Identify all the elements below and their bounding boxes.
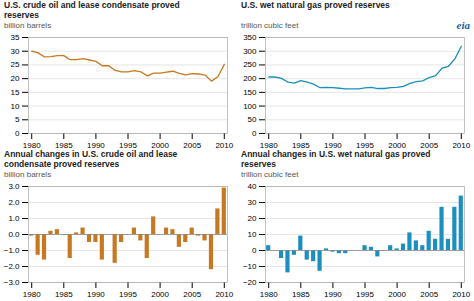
svg-text:2000: 2000: [151, 290, 169, 298]
svg-text:1980: 1980: [260, 141, 278, 149]
svg-text:100: 100: [243, 102, 257, 111]
svg-text:2000: 2000: [388, 290, 406, 298]
svg-text:5: 5: [15, 115, 20, 124]
svg-text:1990: 1990: [87, 290, 105, 298]
svg-text:1995: 1995: [356, 290, 374, 298]
svg-text:−1.0: −1.0: [4, 246, 20, 255]
svg-text:−10: −10: [243, 262, 257, 271]
svg-text:40: 40: [248, 182, 257, 191]
svg-text:1990: 1990: [87, 141, 105, 149]
svg-text:30: 30: [11, 47, 20, 56]
svg-text:2010: 2010: [452, 141, 470, 149]
svg-text:1995: 1995: [119, 141, 137, 149]
svg-text:2000: 2000: [388, 141, 406, 149]
svg-text:2.0: 2.0: [8, 198, 20, 207]
html-text:Annual changes in U.S. crude o: Annual changes in U.S. crude oil and lea…: [4, 149, 178, 169]
svg-text:35: 35: [11, 33, 20, 42]
svg-text:300: 300: [243, 47, 257, 56]
svg-text:1985: 1985: [55, 141, 73, 149]
svg-text:1.0: 1.0: [8, 214, 20, 223]
svg-text:−3.0: −3.0: [4, 278, 20, 287]
svg-text:1995: 1995: [119, 290, 137, 298]
svg-text:0: 0: [15, 129, 20, 138]
html-text:Annual changes in U.S. wet nat: Annual changes in U.S. wet natural gas p…: [241, 149, 431, 169]
svg-text:20: 20: [248, 214, 257, 223]
svg-text:2010: 2010: [452, 290, 470, 298]
svg-text:2005: 2005: [183, 141, 201, 149]
svg-text:350: 350: [243, 33, 257, 42]
html-text:U.S. wet natural gas proved re: U.S. wet natural gas proved reserves: [241, 0, 390, 10]
svg-text:1995: 1995: [356, 141, 374, 149]
svg-text:1985: 1985: [55, 290, 73, 298]
svg-text:2010: 2010: [215, 141, 233, 149]
svg-text:1980: 1980: [23, 290, 41, 298]
html-text:billion barrels: billion barrels: [4, 21, 52, 30]
html-text:trillion cubic feet: trillion cubic feet: [241, 170, 299, 179]
svg-text:2000: 2000: [151, 141, 169, 149]
svg-text:1985: 1985: [292, 290, 310, 298]
svg-text:150: 150: [243, 88, 257, 97]
svg-text:−20: −20: [243, 278, 257, 287]
svg-text:1980: 1980: [260, 290, 278, 298]
svg-text:1990: 1990: [324, 141, 342, 149]
html-text:billion barrels: billion barrels: [4, 170, 52, 179]
svg-text:0: 0: [252, 246, 257, 255]
svg-text:2005: 2005: [420, 290, 438, 298]
svg-text:200: 200: [243, 74, 257, 83]
svg-text:50: 50: [248, 115, 257, 124]
svg-text:0.0: 0.0: [8, 230, 20, 239]
svg-text:1980: 1980: [23, 141, 41, 149]
html-text:U.S. crude oil and lease conde: U.S. crude oil and lease condensate prov…: [4, 0, 180, 20]
html-text:trillion cubic feet: trillion cubic feet: [241, 21, 299, 30]
svg-text:25: 25: [11, 60, 20, 69]
svg-text:1985: 1985: [292, 141, 310, 149]
svg-text:20: 20: [11, 74, 20, 83]
svg-text:1990: 1990: [324, 290, 342, 298]
svg-text:2005: 2005: [420, 141, 438, 149]
svg-text:3.0: 3.0: [8, 182, 20, 191]
html-text:eia: eia: [456, 19, 470, 31]
svg-text:250: 250: [243, 60, 257, 69]
svg-text:30: 30: [248, 198, 257, 207]
svg-text:0: 0: [252, 129, 257, 138]
svg-text:2005: 2005: [183, 290, 201, 298]
svg-text:10: 10: [11, 102, 20, 111]
svg-text:10: 10: [248, 230, 257, 239]
svg-text:15: 15: [11, 88, 20, 97]
svg-text:−2.0: −2.0: [4, 262, 20, 271]
svg-text:2010: 2010: [215, 290, 233, 298]
